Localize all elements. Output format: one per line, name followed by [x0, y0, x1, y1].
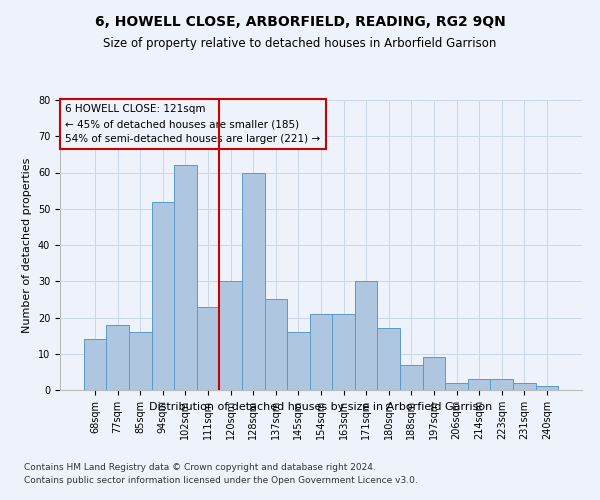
Bar	[400, 364, 422, 390]
Y-axis label: Number of detached properties: Number of detached properties	[22, 158, 32, 332]
Bar	[152, 202, 174, 390]
Bar	[377, 328, 400, 390]
Text: Distribution of detached houses by size in Arborfield Garrison: Distribution of detached houses by size …	[149, 402, 493, 412]
Text: 6 HOWELL CLOSE: 121sqm
← 45% of detached houses are smaller (185)
54% of semi-de: 6 HOWELL CLOSE: 121sqm ← 45% of detached…	[65, 104, 320, 144]
Bar	[84, 339, 106, 390]
Bar	[287, 332, 310, 390]
Bar	[265, 300, 287, 390]
Bar	[242, 172, 265, 390]
Bar	[422, 358, 445, 390]
Bar	[332, 314, 355, 390]
Bar	[174, 165, 197, 390]
Text: Size of property relative to detached houses in Arborfield Garrison: Size of property relative to detached ho…	[103, 38, 497, 51]
Text: 6, HOWELL CLOSE, ARBORFIELD, READING, RG2 9QN: 6, HOWELL CLOSE, ARBORFIELD, READING, RG…	[95, 15, 505, 29]
Bar	[490, 379, 513, 390]
Text: Contains public sector information licensed under the Open Government Licence v3: Contains public sector information licen…	[24, 476, 418, 485]
Bar	[445, 383, 468, 390]
Bar	[468, 379, 490, 390]
Bar	[513, 383, 536, 390]
Bar	[220, 281, 242, 390]
Text: Contains HM Land Registry data © Crown copyright and database right 2024.: Contains HM Land Registry data © Crown c…	[24, 462, 376, 471]
Bar	[310, 314, 332, 390]
Bar	[197, 306, 220, 390]
Bar	[106, 325, 129, 390]
Bar	[129, 332, 152, 390]
Bar	[355, 281, 377, 390]
Bar	[536, 386, 558, 390]
